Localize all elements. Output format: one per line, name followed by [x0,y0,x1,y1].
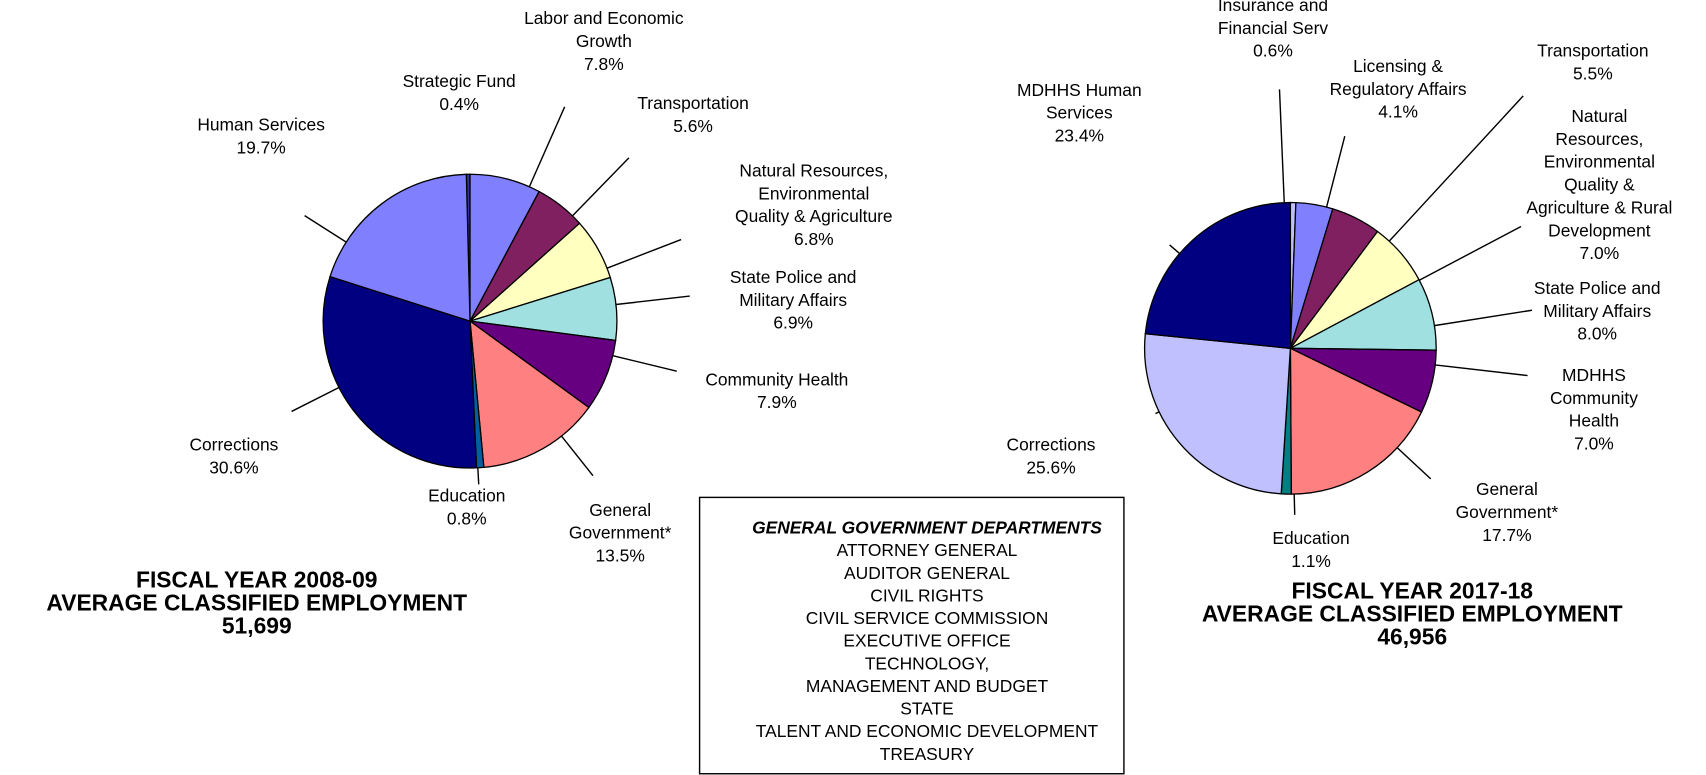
leader-line [612,355,677,372]
leader-line [560,435,594,477]
slice-value-label: 8.0% [1577,324,1617,344]
leader-line [1293,494,1296,515]
leader-line [528,106,566,188]
slice-value-label: 5.6% [673,116,713,136]
slice-value-label: 5.5% [1573,64,1613,84]
department-item: TECHNOLOGY, MANAGEMENT AND BUDGET [806,653,1049,696]
department-item: EXECUTIVE OFFICE [843,631,1010,651]
slice-label: MDHHS Community Health [1550,365,1638,431]
slice-label: Insurance and Financial Serv [1218,0,1329,38]
slice-label: Education [428,486,505,506]
department-item: CIVIL SERVICE COMMISSION [806,608,1049,628]
leader-line [304,214,347,243]
slice-label: Education [1272,528,1349,548]
leader-line [291,386,340,413]
department-item: ATTORNEY GENERAL [837,540,1018,560]
department-item: TREASURY [880,744,975,764]
pie-slice [1144,201,1292,350]
slice-label: Labor and Economic Growth [524,8,684,51]
slice-label: Community Health [705,369,848,389]
slice-value-label: 0.8% [447,509,487,529]
slice-value-label: 17.7% [1482,525,1531,545]
slice-value-label: 23.4% [1055,126,1104,146]
leader-line [477,467,480,485]
department-item: TALENT AND ECONOMIC DEVELOPMENT [756,721,1099,741]
slice-value-label: 7.0% [1574,434,1614,454]
slice-label: Transportation [637,93,749,113]
pie-slice [329,173,471,323]
slice-label: Strategic Fund [403,71,516,91]
slice-value-label: 0.4% [439,94,479,114]
slice-label: Natural Resources, Environmental Quality & A… [1526,106,1672,240]
slice-value-label: 0.6% [1253,41,1293,61]
slice-label: State Police and Military Affairs [730,267,857,310]
pie-slice [469,319,590,469]
chart-title: FISCAL YEAR 2017-18 [1291,578,1533,604]
slice-label: General Government* [1456,479,1559,522]
leader-line [1278,89,1285,203]
leader-line [1396,447,1432,480]
box-title: GENERAL GOVERNMENT DEPARTMENTS [752,517,1102,537]
slice-value-label: 4.1% [1378,102,1418,122]
leader-line [571,157,630,217]
slice-value-label: 7.0% [1580,243,1620,263]
chart-total: 51,699 [222,612,292,638]
slice-label: Licensing & Regulatory Affairs [1330,56,1467,99]
department-item: STATE [900,699,953,719]
slice-value-label: 6.8% [794,229,834,249]
slice-label: Natural Resources, Environmental Quality &… [735,160,893,226]
pie-slice [1144,332,1292,495]
leader-line [615,295,690,306]
departments-box [698,496,1125,775]
slice-label: MDHHS Human Services [1017,80,1142,123]
slice-label: Transportation [1537,41,1649,61]
leader-line [1434,309,1533,327]
department-item: AUDITOR GENERAL [844,563,1010,583]
slice-value-label: 7.9% [757,392,797,412]
slice-value-label: 1.1% [1291,551,1331,571]
leader-line [1325,135,1346,208]
leader-line [1435,364,1528,377]
slice-value-label: 25.6% [1026,457,1075,477]
leader-line [1169,244,1181,255]
slice-value-label: 19.7% [236,138,285,158]
slice-label: Corrections [1007,435,1096,455]
slice-label: General Government* [569,500,672,543]
slice-value-label: 30.6% [209,457,258,477]
pie-slice [1289,347,1423,495]
chart-total: 46,956 [1377,623,1447,649]
chart-title: FISCAL YEAR 2008-09 [136,567,378,593]
chart-subtitle: AVERAGE CLASSIFIED EMPLOYMENT [1202,600,1623,626]
chart-subtitle: AVERAGE CLASSIFIED EMPLOYMENT [46,590,467,616]
slice-label: State Police and Military Affairs [1534,278,1661,321]
leader-line [1155,411,1160,415]
leader-line [606,238,682,269]
slice-label: Corrections [189,435,278,455]
slice-label: Human Services [197,115,325,135]
department-item: CIVIL RIGHTS [870,585,983,605]
slice-value-label: 7.8% [584,54,624,74]
leader-line [1418,225,1522,281]
slice-value-label: 6.9% [773,313,813,333]
pie-slice [322,275,478,469]
slice-value-label: 13.5% [596,546,645,566]
leader-line [1388,95,1524,242]
